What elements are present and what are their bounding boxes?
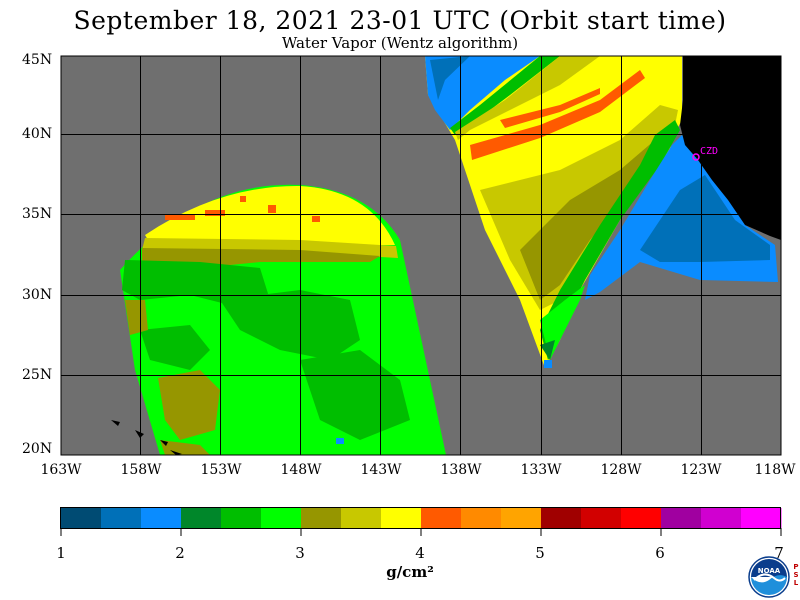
- west-orange-speck: [165, 214, 195, 220]
- east-coastal-darkblue: [640, 175, 770, 262]
- western-swath: [120, 184, 446, 455]
- west-green-patch-4: [140, 325, 210, 370]
- west-green-patch-2: [220, 290, 360, 360]
- map-subtitle: Water Vapor (Wentz algorithm): [281, 34, 519, 52]
- lat-label: 40N: [22, 126, 53, 142]
- hawaii-island: [135, 430, 144, 438]
- lat-label: 45N: [22, 52, 53, 68]
- graticule: [61, 56, 781, 455]
- west-orange-speck: [268, 205, 276, 213]
- hawaii-island: [170, 450, 182, 455]
- lat-label: 25N: [22, 367, 53, 383]
- colorbar-tick-label: 1: [56, 544, 66, 562]
- west-green-patch-1: [122, 260, 270, 305]
- east-orange-band-2: [500, 88, 600, 128]
- east-olive-dark: [520, 140, 660, 300]
- east-green-band-west: [450, 56, 560, 135]
- noaa-logo: NOAA: [748, 556, 790, 598]
- map-title: September 18, 2021 23-01 UTC (Orbit star…: [73, 6, 727, 35]
- west-olive-patch-1: [158, 370, 220, 440]
- station-marker: [692, 153, 700, 161]
- colorbar-tick-label: 4: [415, 544, 425, 562]
- east-blue-edge: [425, 56, 540, 130]
- west-blue-pixel: [336, 438, 344, 444]
- lon-label: 163W: [40, 462, 82, 478]
- colorbar-tick-label: 7: [774, 544, 784, 562]
- lon-label: 158W: [120, 462, 162, 478]
- east-tip-blue: [544, 360, 552, 368]
- west-orange-speck: [312, 216, 320, 222]
- west-orange-speck: [205, 210, 225, 216]
- california-coast: [680, 56, 781, 240]
- east-dark-blue-edge: [430, 56, 470, 100]
- west-olive-patch-2: [125, 300, 148, 335]
- land-mass: [111, 56, 781, 455]
- lat-label: 30N: [22, 287, 53, 303]
- colorbar-units: g/cm²: [386, 563, 434, 581]
- lon-label: 123W: [680, 462, 722, 478]
- station-label: CZD: [700, 146, 719, 157]
- colorbar-tick-label: 3: [295, 544, 305, 562]
- colorbar-tick-label: 2: [175, 544, 185, 562]
- hawaii-island: [160, 440, 168, 446]
- east-tip-dark: [540, 340, 555, 360]
- east-olive-band-west: [455, 56, 600, 140]
- colorbar-tick-label: 6: [655, 544, 665, 562]
- map-frame: [60, 55, 782, 456]
- lon-label: 138W: [440, 462, 482, 478]
- svg-text:NOAA: NOAA: [758, 567, 781, 575]
- hawaii-island: [111, 420, 120, 426]
- lon-label: 133W: [520, 462, 562, 478]
- lon-label: 153W: [200, 462, 242, 478]
- lon-label: 118W: [754, 462, 796, 478]
- east-orange-band: [470, 70, 645, 160]
- lon-label: 148W: [280, 462, 322, 478]
- west-swath-top-yellow: [145, 185, 395, 246]
- lon-label: 128W: [600, 462, 642, 478]
- colorbar-tick-label: 5: [535, 544, 545, 562]
- lon-label: 143W: [360, 462, 402, 478]
- west-orange-speck: [240, 196, 246, 202]
- lat-label: 35N: [22, 206, 53, 222]
- lat-label: 20N: [22, 441, 53, 457]
- west-green-patch-3: [300, 350, 410, 440]
